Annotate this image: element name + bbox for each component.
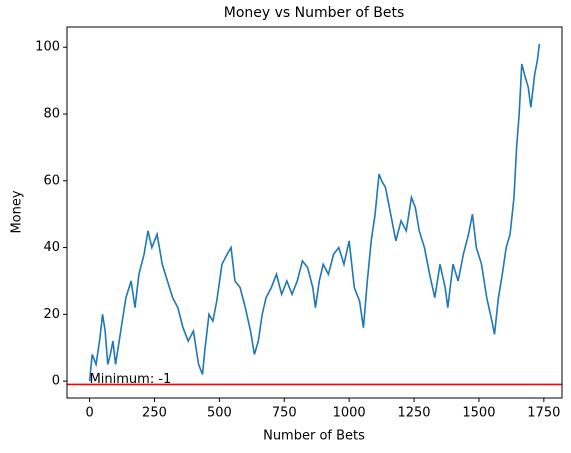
x-tick-label: 250	[142, 406, 167, 421]
x-tick-label: 1500	[462, 406, 495, 421]
y-tick-label: 100	[35, 40, 60, 55]
x-tick-label: 1250	[397, 406, 430, 421]
chart-title: Money vs Number of Bets	[224, 5, 405, 21]
x-tick-label: 750	[272, 406, 297, 421]
y-tick-label: 60	[43, 173, 60, 188]
y-axis-label: Money	[10, 190, 25, 233]
y-tick-label: 20	[43, 307, 60, 322]
y-tick-label: 40	[43, 240, 60, 255]
y-tick-label: 0	[52, 374, 60, 389]
data-line	[88, 43, 541, 382]
x-axis-label: Number of Bets	[263, 429, 365, 444]
x-tick-label: 500	[207, 406, 232, 421]
y-tick-label: 80	[43, 106, 60, 121]
x-tick-label: 1000	[333, 406, 366, 421]
x-tick-label: 1750	[527, 406, 560, 421]
minimum-annotation: Minimum: -1	[90, 372, 172, 387]
x-tick-label: 0	[85, 406, 93, 421]
plot-frame	[66, 26, 563, 399]
